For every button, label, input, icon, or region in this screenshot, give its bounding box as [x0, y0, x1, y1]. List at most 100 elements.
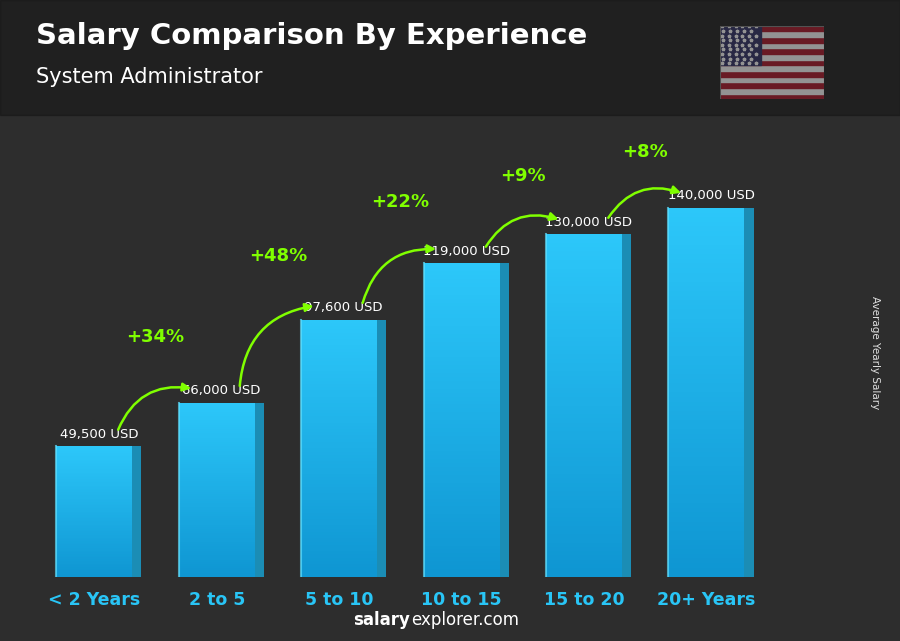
Bar — [546, 487, 622, 491]
Bar — [669, 323, 744, 328]
Bar — [546, 388, 622, 393]
Bar — [57, 520, 132, 522]
Bar — [302, 497, 377, 500]
Bar — [179, 453, 255, 455]
Bar — [57, 489, 132, 490]
Bar — [424, 526, 500, 530]
Bar — [669, 425, 744, 429]
Bar — [546, 534, 622, 538]
Bar — [302, 374, 377, 378]
Bar — [424, 404, 500, 408]
Bar — [302, 345, 377, 349]
Bar — [546, 478, 622, 483]
Bar — [302, 445, 377, 448]
Bar — [57, 479, 132, 481]
Bar — [179, 462, 255, 464]
Bar — [179, 525, 255, 527]
Bar — [179, 520, 255, 522]
Polygon shape — [500, 263, 508, 577]
Bar — [546, 410, 622, 414]
Bar — [546, 342, 622, 345]
Bar — [669, 429, 744, 434]
Bar — [179, 414, 255, 416]
Bar — [720, 71, 824, 77]
Bar — [669, 476, 744, 480]
Bar — [302, 487, 377, 490]
Text: 119,000 USD: 119,000 USD — [423, 245, 509, 258]
Bar — [302, 403, 377, 406]
Bar — [424, 365, 500, 369]
Bar — [424, 538, 500, 542]
Bar — [546, 462, 622, 465]
Bar — [546, 564, 622, 569]
Bar — [179, 483, 255, 486]
Bar — [669, 305, 744, 310]
Bar — [179, 514, 255, 516]
Bar — [179, 505, 255, 507]
Text: +34%: +34% — [127, 328, 184, 346]
Bar — [57, 544, 132, 546]
Bar — [57, 541, 132, 543]
Bar — [57, 529, 132, 531]
Bar — [546, 247, 622, 251]
Bar — [57, 559, 132, 561]
Bar — [179, 572, 255, 575]
Bar — [669, 263, 744, 268]
Bar — [424, 420, 500, 424]
Bar — [302, 426, 377, 429]
Bar — [179, 468, 255, 470]
Bar — [546, 397, 622, 401]
Bar — [179, 416, 255, 418]
Bar — [669, 369, 744, 374]
Bar — [57, 454, 132, 456]
Bar — [179, 464, 255, 466]
Bar — [546, 500, 622, 504]
Bar — [546, 457, 622, 462]
Bar — [57, 551, 132, 553]
Bar — [424, 291, 500, 295]
Text: +48%: +48% — [248, 247, 307, 265]
Bar — [669, 222, 744, 226]
Bar — [669, 272, 744, 277]
Bar — [57, 499, 132, 500]
Bar — [546, 556, 622, 560]
Bar — [424, 432, 500, 436]
Bar — [424, 506, 500, 510]
Bar — [546, 294, 622, 299]
Bar — [424, 503, 500, 506]
Bar — [669, 240, 744, 245]
Bar — [302, 432, 377, 435]
Bar — [57, 450, 132, 451]
Bar — [179, 433, 255, 436]
Bar — [546, 273, 622, 277]
Bar — [669, 402, 744, 406]
Bar — [179, 533, 255, 536]
Bar — [302, 522, 377, 526]
Bar — [546, 329, 622, 333]
Bar — [57, 474, 132, 476]
Bar — [179, 418, 255, 420]
Bar — [546, 256, 622, 260]
Bar — [57, 482, 132, 484]
Bar — [179, 527, 255, 529]
Bar — [669, 217, 744, 222]
Bar — [302, 435, 377, 438]
Bar — [424, 471, 500, 475]
Bar — [669, 392, 744, 397]
Bar — [424, 310, 500, 314]
Bar — [57, 508, 132, 510]
Text: +8%: +8% — [623, 142, 668, 160]
Bar — [424, 283, 500, 287]
Bar — [546, 290, 622, 294]
Bar — [546, 281, 622, 286]
Bar — [57, 539, 132, 541]
Bar — [424, 322, 500, 326]
Bar — [179, 440, 255, 442]
Bar — [546, 350, 622, 354]
Bar — [669, 420, 744, 425]
Bar — [179, 529, 255, 531]
Bar — [179, 549, 255, 551]
Bar — [424, 490, 500, 495]
Text: 66,000 USD: 66,000 USD — [182, 385, 260, 397]
Text: explorer.com: explorer.com — [411, 612, 519, 629]
